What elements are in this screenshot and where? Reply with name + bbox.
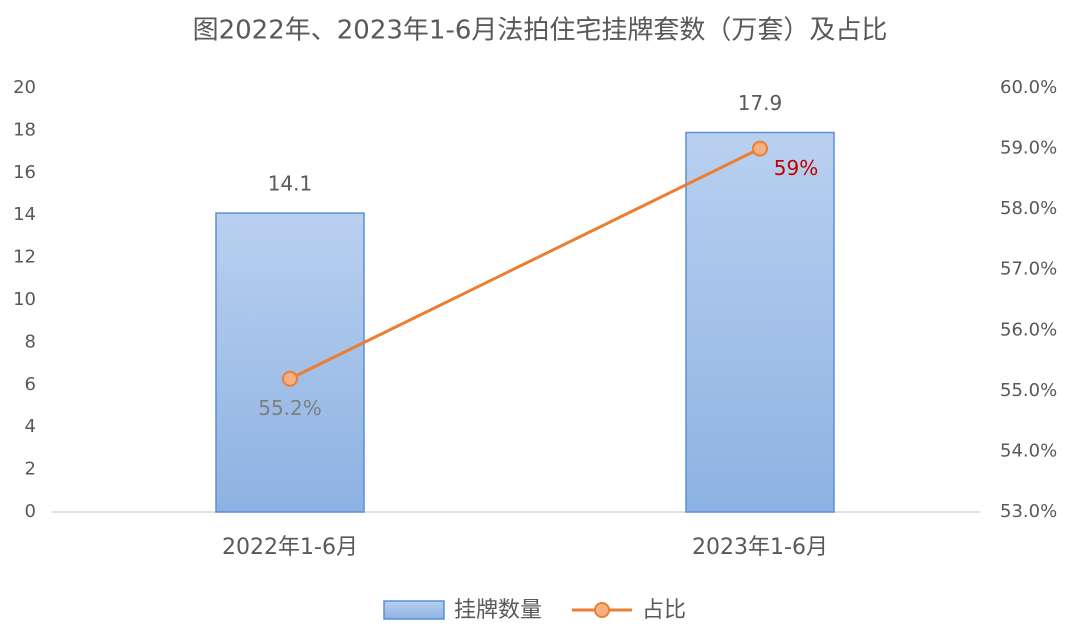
- y-tick-label: 2: [25, 459, 36, 480]
- y-tick-label: 18: [13, 119, 36, 140]
- y-tick-label: 12: [13, 247, 36, 268]
- legend-swatch: [383, 600, 445, 620]
- legend-label: 挂牌数量: [454, 598, 542, 623]
- line-marker: [282, 370, 298, 387]
- line-marker: [752, 140, 768, 157]
- y-tick-label: 14: [13, 204, 36, 225]
- y-tick-label: 0: [25, 501, 36, 522]
- y-tick-label: 16: [13, 162, 36, 183]
- y2-tick-label: 57.0%: [1000, 259, 1057, 280]
- y2-tick-label: 53.0%: [1000, 501, 1057, 522]
- y2-tick-label: 55.0%: [1000, 380, 1057, 401]
- y-tick-label: 20: [13, 77, 36, 98]
- data-label: 55.2%: [258, 396, 322, 420]
- y2-tick-label: 58.0%: [1000, 198, 1057, 219]
- legend-swatch: [594, 602, 611, 618]
- bar: [215, 212, 365, 513]
- line: [289, 147, 761, 381]
- x-tick-label: 2022年1-6月: [222, 535, 358, 560]
- y-tick-label: 4: [25, 416, 36, 437]
- y2-tick-label: 54.0%: [1000, 440, 1057, 461]
- data-label: 17.9: [738, 91, 783, 115]
- y2-tick-label: 59.0%: [1000, 138, 1057, 159]
- legend-label: 占比: [642, 598, 686, 623]
- y2-tick-label: 60.0%: [1000, 77, 1057, 98]
- data-label: 59%: [774, 156, 818, 180]
- data-label: 14.1: [268, 172, 313, 196]
- y-tick-label: 10: [13, 289, 36, 310]
- y-tick-label: 6: [25, 374, 36, 395]
- bar: [685, 131, 835, 513]
- chart-title: 图2022年、2023年1-6月法拍住宅挂牌套数（万套）及占比: [193, 16, 888, 46]
- x-tick-label: 2023年1-6月: [692, 535, 828, 560]
- y2-tick-label: 56.0%: [1000, 319, 1057, 340]
- y-tick-label: 8: [25, 331, 36, 352]
